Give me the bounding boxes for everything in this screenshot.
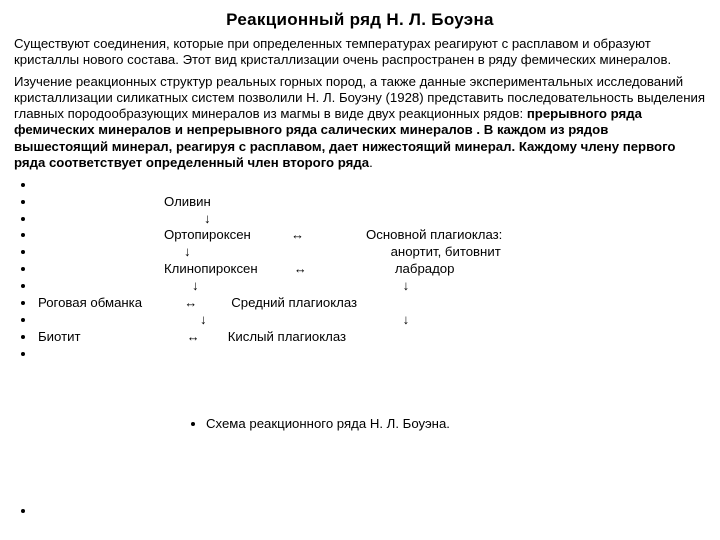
arrow-lr-4: ↔ (187, 329, 200, 344)
list-row-anorthite: ↓ анортит, битовнит (36, 244, 706, 261)
arrow-down-3b: ↓ (403, 278, 410, 293)
text-anorthite: анортит, битовнит (391, 244, 501, 259)
text-clinopyroxene: Клинопироксен (164, 261, 258, 276)
paragraph-2-period: . (369, 155, 373, 170)
text-basic-plag: Основной плагиоклаз: (366, 227, 502, 242)
list-row-hornblende: Роговая обманка ↔ Средний плагиоклаз (36, 295, 706, 312)
list-row-blank-bottom (36, 503, 706, 520)
paragraph-1: Существуют соединения, которые при опред… (14, 36, 706, 68)
list-row-arrows-3: ↓↓ (36, 278, 706, 295)
list-row-arrow-1: ↓ (36, 211, 706, 228)
list-row-biotite: Биотит ↔ Кислый плагиоклаз (36, 329, 706, 346)
arrow-lr-1: ↔ (291, 227, 304, 242)
list-row-orthopyroxene: Ортопироксен ↔ Основной плагиоклаз: (36, 227, 706, 244)
arrow-lr-2: ↔ (294, 261, 307, 276)
text-biotite: Биотит (38, 329, 81, 344)
text-labrador: лабрадор (395, 261, 455, 276)
arrow-down-4a: ↓ (200, 312, 207, 327)
caption: Схема реакционного ряда Н. Л. Боуэна. (206, 415, 706, 433)
list-row-blank-top (36, 177, 706, 194)
text-orthopyroxene: Ортопироксен (164, 227, 251, 242)
arrow-down-4b: ↓ (403, 312, 410, 327)
list-row-olivine: Оливин (36, 194, 706, 211)
arrow-down-1: ↓ (204, 211, 211, 226)
slide-page: Реакционный ряд Н. Л. Боуэна Существуют … (0, 0, 720, 519)
list-row-clinopyroxene: Клинопироксен ↔ лабрадор (36, 261, 706, 278)
text-hornblende: Роговая обманка (38, 295, 142, 310)
arrow-lr-3: ↔ (184, 295, 197, 310)
caption-list: Схема реакционного ряда Н. Л. Боуэна. (36, 381, 706, 466)
list-row-caption-wrap: Схема реакционного ряда Н. Л. Боуэна. (36, 346, 706, 503)
list-row-arrows-4: ↓↓ (36, 312, 706, 329)
text-acid-plag: Кислый плагиоклаз (228, 329, 346, 344)
page-title: Реакционный ряд Н. Л. Боуэна (14, 10, 706, 30)
paragraph-2: Изучение реакционных структур реальных г… (14, 74, 706, 171)
text-medium-plag: Средний плагиоклаз (231, 295, 357, 310)
arrow-down-3a: ↓ (192, 278, 199, 293)
bowen-list: Оливин ↓ Ортопироксен ↔ Основной плагиокла… (14, 177, 706, 520)
text-olivine: Оливин (164, 194, 211, 209)
arrow-down-2: ↓ (184, 244, 191, 259)
